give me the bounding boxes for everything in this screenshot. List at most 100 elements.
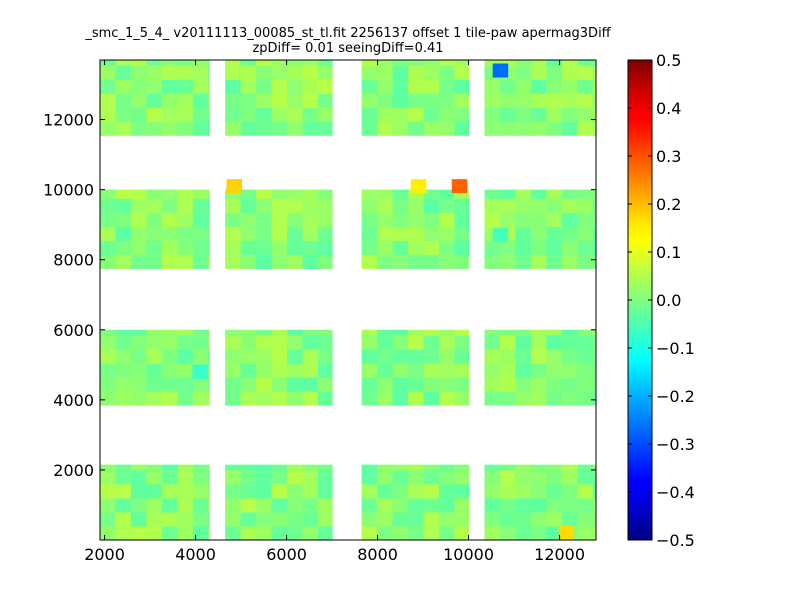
heatmap-cell <box>240 189 257 199</box>
heatmap-cell <box>530 254 547 269</box>
heatmap-cell <box>100 121 116 136</box>
heatmap-cell <box>361 60 378 66</box>
heatmap-cell <box>530 189 547 199</box>
heatmap-cell <box>361 189 378 199</box>
heatmap-cell <box>177 226 194 241</box>
heatmap-cell <box>146 335 163 350</box>
heatmap-cell <box>408 226 425 241</box>
heatmap-cell <box>115 60 132 66</box>
heatmap-cell <box>271 335 288 350</box>
heatmap-cell <box>177 363 194 378</box>
heatmap-cell <box>130 79 147 94</box>
heatmap-cell <box>484 121 501 136</box>
heatmap-cell <box>592 329 597 336</box>
heatmap-cell <box>423 391 440 406</box>
heatmap-cell <box>240 198 257 213</box>
heatmap-cell <box>592 60 597 66</box>
colorbar-tick-label: 0.5 <box>656 51 681 70</box>
heatmap-cell <box>515 469 532 485</box>
heatmap-cell <box>100 60 116 66</box>
heatmap-cell <box>161 189 178 199</box>
heatmap-cell <box>240 349 257 364</box>
heatmap-cell <box>302 79 319 94</box>
heatmap-cell <box>530 363 547 378</box>
heatmap-cell <box>240 525 257 541</box>
heatmap-cell <box>361 511 378 527</box>
heatmap-cell <box>302 525 319 541</box>
heatmap-cell <box>100 198 116 213</box>
heatmap-cell <box>546 497 563 513</box>
heatmap-cell <box>256 212 273 227</box>
heatmap-cell <box>177 483 194 499</box>
heatmap-cell <box>100 65 116 80</box>
heatmap-cell <box>439 226 455 241</box>
heatmap-cell <box>408 254 425 269</box>
heatmap-cell <box>225 60 242 66</box>
heatmap-cell <box>377 79 394 94</box>
heatmap-cell <box>130 60 147 66</box>
heatmap-cell <box>408 189 425 199</box>
heatmap-cell-notable <box>410 179 427 194</box>
heatmap-cell <box>115 349 132 364</box>
heatmap-cell <box>361 198 378 213</box>
heatmap-cell <box>408 212 425 227</box>
heatmap-cell <box>302 335 319 350</box>
heatmap-cell <box>177 377 194 392</box>
heatmap-cell <box>115 363 132 378</box>
heatmap-cell <box>499 212 516 227</box>
heatmap-cell <box>287 329 303 336</box>
heatmap-cell <box>317 377 333 392</box>
heatmap-cell <box>225 121 242 136</box>
heatmap-cell <box>377 329 394 336</box>
heatmap-cell <box>100 464 116 471</box>
heatmap-cell <box>546 525 563 541</box>
heatmap-cell <box>392 65 409 80</box>
heatmap-cell <box>225 79 242 94</box>
heatmap-cell <box>592 198 597 213</box>
heatmap-cell <box>361 93 378 108</box>
heatmap-cell <box>287 198 303 213</box>
heatmap-cell <box>208 483 210 499</box>
heatmap-cell <box>302 363 319 378</box>
heatmap-cell <box>177 329 194 336</box>
heatmap-cell <box>192 254 209 269</box>
heatmap-cell <box>146 391 163 406</box>
heatmap-cell <box>454 525 470 541</box>
heatmap-cell <box>499 469 516 485</box>
heatmap-cell <box>177 107 194 122</box>
heatmap-cell <box>115 107 132 122</box>
heatmap-cell <box>130 198 147 213</box>
heatmap-cell <box>256 391 273 406</box>
heatmap-cell <box>530 497 547 513</box>
heatmap-cell <box>592 469 597 485</box>
heatmap-cell <box>146 93 163 108</box>
heatmap-cell <box>317 483 333 499</box>
heatmap-cell <box>146 329 163 336</box>
heatmap-cell <box>515 483 532 499</box>
heatmap-cell <box>225 329 242 336</box>
heatmap-cell <box>361 483 378 499</box>
heatmap-cell <box>208 377 210 392</box>
heatmap-cell <box>439 464 455 471</box>
chart-title: _smc_1_5_4_ v20111113_00085_st_tl.fit 22… <box>84 26 611 56</box>
heatmap-cell <box>130 525 147 541</box>
heatmap-cell <box>161 329 178 336</box>
heatmap-cell <box>115 121 132 136</box>
heatmap-cell <box>408 240 425 255</box>
heatmap-cell <box>439 483 455 499</box>
heatmap-cell <box>225 349 242 364</box>
heatmap-cell-notable <box>226 179 242 194</box>
heatmap-cell <box>484 212 501 227</box>
colorbar-tick-label: 0.4 <box>656 99 681 118</box>
heatmap-cell <box>271 240 288 255</box>
heatmap-cell <box>240 60 257 66</box>
heatmap-cell <box>192 93 209 108</box>
heatmap-cell <box>287 464 303 471</box>
heatmap-cell <box>561 511 578 527</box>
heatmap-cell <box>423 226 440 241</box>
heatmap-cell <box>192 525 209 541</box>
heatmap-cell <box>408 329 425 336</box>
heatmap-cell <box>454 464 470 471</box>
heatmap-cell <box>256 469 273 485</box>
heatmap-cell <box>592 240 597 255</box>
